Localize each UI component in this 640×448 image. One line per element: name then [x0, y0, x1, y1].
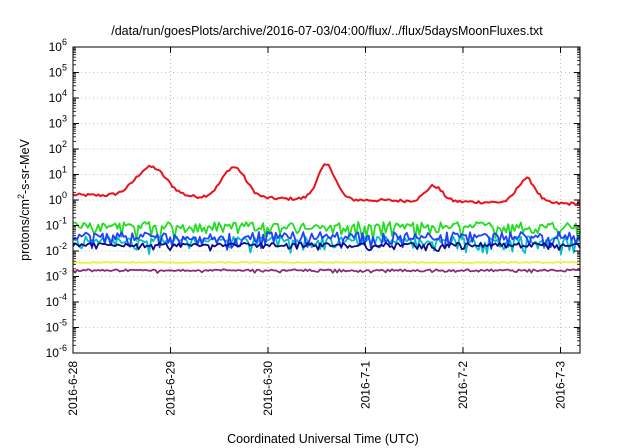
- y-tick-label: 101: [49, 165, 67, 182]
- y-axis-title-sup: 2: [16, 194, 26, 199]
- x-tick-label: 2016-7-2: [456, 361, 470, 409]
- x-tick-label: 2016-6-28: [66, 361, 80, 416]
- series-line-4: [72, 241, 581, 253]
- y-axis-title: protons/cm2-s-sr-MeV: [16, 138, 32, 260]
- grid-lines: [73, 47, 580, 353]
- y-tick-label: 100: [49, 190, 67, 207]
- y-tick-label: 106: [49, 37, 67, 54]
- y-tick-label: 10-5: [46, 318, 67, 335]
- x-tick-label: 2016-6-29: [164, 361, 178, 416]
- y-tick-label: 10-1: [46, 216, 67, 233]
- series-line-5: [72, 260, 581, 265]
- y-tick-label: 104: [49, 88, 67, 105]
- series-line-3: [72, 230, 581, 251]
- y-tick-label: 103: [49, 114, 67, 131]
- axis-ticks: [72, 46, 580, 354]
- x-tick-label: 2016-7-1: [359, 361, 373, 409]
- y-tick-label: 102: [49, 139, 67, 156]
- y-tick-label: 10-6: [46, 343, 67, 360]
- series-line-6: [72, 268, 581, 274]
- y-axis-title-suffix: -s-sr-MeV: [18, 138, 32, 194]
- y-tick-label: 10-3: [46, 267, 67, 284]
- y-tick-label: 10-4: [46, 292, 67, 309]
- x-axis-title: Coordinated Universal Time (UTC): [227, 432, 419, 446]
- y-tick-label: 105: [49, 63, 67, 80]
- x-tick-labels: 2016-6-28 2016-6-29 2016-6-30 2016-7-1 2016-…: [66, 361, 568, 416]
- series-layer: [72, 163, 581, 274]
- y-tick-labels: 106 105 104 103 102 101 100 10-1 10-2 10-3 10-4 10-…: [46, 37, 67, 360]
- chart-title: /data/run/goesPlots/archive/2016-07-03/0…: [111, 24, 543, 38]
- y-axis-title-prefix: protons/cm: [18, 199, 32, 261]
- x-tick-label: 2016-7-3: [554, 361, 568, 409]
- x-tick-label: 2016-6-30: [261, 361, 275, 416]
- series-line-0: [72, 163, 581, 207]
- y-tick-label: 10-2: [46, 241, 67, 258]
